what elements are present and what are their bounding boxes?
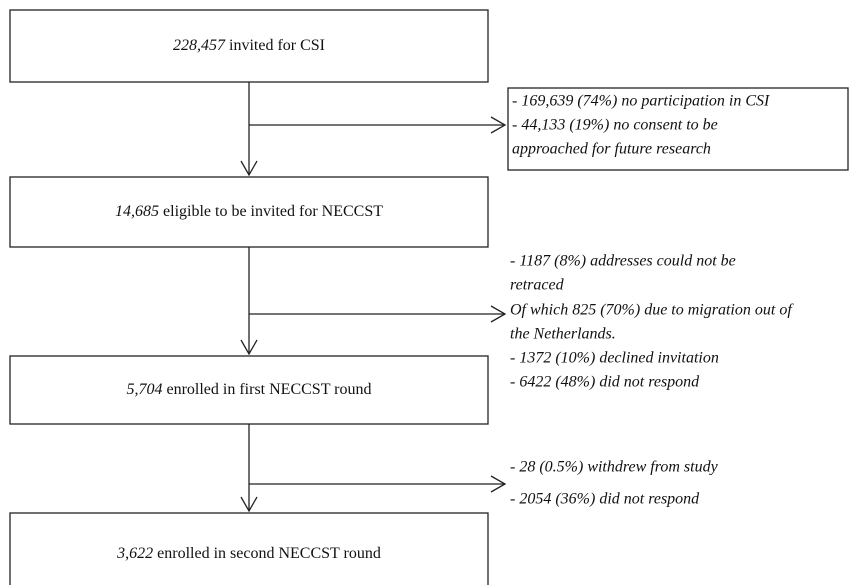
node-label: eligible to be invited for NECCST [163,203,383,220]
box [9,355,489,425]
exclusion-line: the Netherlands. [510,326,616,343]
exclusion-line: - 2054 (36%) did not respond [510,491,700,508]
box [9,512,489,585]
exclusion-line: - 169,639 (74%) no participation in CSI [512,93,770,110]
exclusion-line: - 1187 (8%) addresses could not be [510,253,736,270]
exclusion-line: - 6422 (48%) did not respond [510,374,700,391]
node-text: 5,704 enrolled in first NECCST round [126,381,371,398]
node-text: 228,457 invited for CSI [173,37,325,54]
exclusion-line: retraced [510,277,565,294]
arrowhead [240,160,258,177]
node-text: 14,685 eligible to be invited for NECCST [115,203,383,220]
node-label: enrolled in first NECCST round [166,381,371,398]
arrowhead [490,475,507,493]
arrowhead [490,116,507,134]
node-label: enrolled in second NECCST round [157,545,381,562]
node-count: 5,704 [126,381,162,398]
box [9,9,489,83]
exclusion-line: Of which 825 (70%) due to migration out … [510,302,794,319]
box [9,176,489,248]
exclusion-line: - 28 (0.5%) withdrew from study [510,459,719,476]
arrowhead [240,496,258,513]
exclusion-line: - 1372 (10%) declined invitation [510,350,719,367]
node-label: invited for CSI [229,37,325,54]
connectors [240,82,507,513]
exclusion-box [507,87,849,171]
exclusion-line: approached for future research [512,141,711,158]
exclusion-line: - 44,133 (19%) no consent to be [512,117,718,134]
node-count: 14,685 [115,203,159,220]
node-text: 3,622 enrolled in second NECCST round [116,545,381,562]
arrowhead [490,305,507,323]
node-count: 3,622 [116,545,153,562]
arrowhead [240,339,258,356]
node-count: 228,457 [173,37,226,54]
